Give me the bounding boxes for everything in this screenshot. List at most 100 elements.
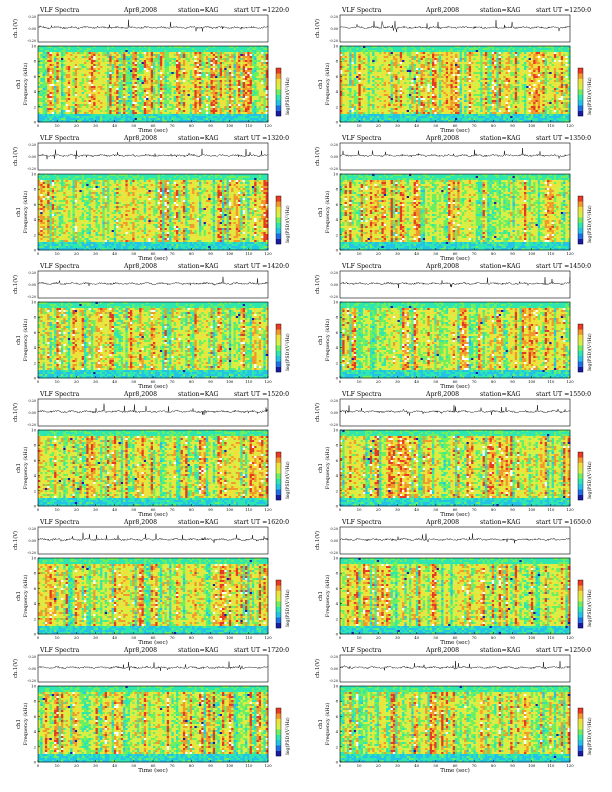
trace-waveform (37, 661, 269, 671)
x-tick-label: 20 (376, 251, 381, 256)
chart-start-ut: start UT =1220:0 (234, 7, 289, 14)
x-tick-label: 0 (339, 379, 342, 384)
x-tick-label: 70 (170, 251, 175, 256)
x-tick-label: 30 (93, 763, 98, 768)
spectrogram-panel: VLF Spectra Apr8,2008 station=KAG start UT … (6, 388, 300, 518)
x-axis-label: Time (sec) (440, 127, 470, 134)
trace-frame (37, 14, 269, 43)
chart-station: station=KAG (178, 263, 219, 270)
y-tick-label: 2 (336, 360, 339, 365)
channel-tag: ch1 (318, 591, 324, 601)
x-tick-label: 0 (37, 635, 40, 640)
freq-ylabel: Frequency (kHz) (324, 447, 331, 490)
x-axis-label: Time (sec) (138, 127, 168, 134)
channel-tag: ch1 (318, 463, 324, 473)
x-tick-label: 60 (151, 379, 156, 384)
x-tick-label: 20 (74, 123, 79, 128)
channel-tag: ch1 (318, 335, 324, 345)
spectrogram-cells (38, 558, 269, 635)
spectrogram-figure: VLF Spectra Apr8,2008 station=KAG start UT … (314, 263, 593, 390)
colorbar-label: log(PSD)(V²/Hz) (586, 461, 593, 499)
x-tick-label: 110 (245, 251, 253, 256)
spectrogram-cells (340, 46, 571, 123)
chart-date: Apr8,2008 (123, 391, 157, 398)
x-tick-label: 70 (170, 507, 175, 512)
x-tick-label: 30 (395, 763, 400, 768)
trace-waveform (37, 19, 269, 32)
x-tick-label: 80 (189, 635, 194, 640)
spectrogram-figure: VLF Spectra Apr8,2008 station=KAG start UT … (12, 7, 291, 134)
chart-date: Apr8,2008 (123, 647, 157, 654)
colorbar (275, 451, 282, 501)
trace-ylabel: ch.1(V) (314, 403, 321, 422)
y-tick-label: 10 (31, 44, 36, 49)
y-tick-label: 8 (336, 187, 339, 192)
y-tick-label: 8 (34, 315, 37, 320)
x-tick-label: 80 (491, 507, 496, 512)
x-tick-label: 30 (395, 379, 400, 384)
y-tick-label: 0 (336, 760, 339, 765)
chart-title: VLF Spectra (39, 263, 80, 270)
x-tick-label: 120 (264, 379, 272, 384)
spectrogram-figure: VLF Spectra Apr8,2008 station=KAG start UT … (314, 647, 593, 774)
x-tick-label: 60 (151, 507, 156, 512)
freq-ylabel: Frequency (kHz) (22, 703, 29, 746)
y-tick-label: 10 (333, 300, 338, 305)
colorbar-label: log(PSD)(V²/Hz) (284, 333, 291, 371)
trace-ylabel: ch.1(V) (12, 147, 19, 166)
trace-tick-label: -0.20 (27, 295, 36, 299)
channel-tag: ch1 (16, 335, 22, 345)
x-tick-label: 80 (189, 379, 194, 384)
trace-waveform (37, 276, 269, 287)
x-tick-label: 10 (357, 763, 362, 768)
trace-tick-label: 0.20 (330, 399, 338, 403)
channel-tag: ch1 (16, 207, 22, 217)
x-tick-label: 40 (112, 123, 117, 128)
spectrogram-panel: VLF Spectra Apr8,2008 station=KAG start UT … (308, 132, 602, 262)
x-tick-label: 20 (74, 251, 79, 256)
x-tick-label: 110 (245, 507, 253, 512)
colorbar (577, 707, 584, 757)
spectrogram-cells (38, 430, 269, 507)
y-tick-label: 4 (336, 217, 339, 222)
x-tick-label: 50 (433, 763, 438, 768)
chart-title: VLF Spectra (341, 647, 382, 654)
x-axis-label: Time (sec) (440, 639, 470, 646)
y-tick-label: 2 (336, 232, 339, 237)
trace-tick-label: 0.20 (28, 527, 36, 531)
colorbar (577, 579, 584, 629)
trace-tick-label: 0.20 (28, 399, 36, 403)
chart-station: station=KAG (178, 647, 219, 654)
x-tick-label: 50 (131, 635, 136, 640)
y-tick-label: 6 (336, 586, 339, 591)
trace-tick-label: -0.20 (27, 551, 36, 555)
x-tick-label: 120 (264, 507, 272, 512)
trace-ylabel: ch.1(V) (12, 659, 19, 678)
x-tick-label: 20 (74, 379, 79, 384)
spectrogram-panel: VLF Spectra Apr8,2008 station=KAG start UT … (308, 644, 602, 774)
x-tick-label: 100 (528, 635, 536, 640)
x-tick-label: 10 (55, 635, 60, 640)
x-tick-label: 40 (414, 507, 419, 512)
spectrogram-cells (340, 174, 571, 251)
x-tick-label: 40 (414, 123, 419, 128)
spectrogram-cells (38, 46, 269, 123)
y-tick-label: 6 (336, 74, 339, 79)
spectrogram-figure: VLF Spectra Apr8,2008 station=KAG start UT … (12, 263, 291, 390)
x-tick-label: 0 (339, 763, 342, 768)
x-tick-label: 70 (170, 635, 175, 640)
x-axis-label: Time (sec) (138, 639, 168, 646)
y-tick-label: 8 (336, 315, 339, 320)
x-tick-label: 40 (414, 251, 419, 256)
x-tick-label: 50 (131, 379, 136, 384)
spectrogram-figure: VLF Spectra Apr8,2008 station=KAG start UT … (314, 135, 593, 262)
trace-tick-label: -0.20 (27, 679, 36, 683)
x-tick-label: 10 (55, 763, 60, 768)
freq-ylabel: Frequency (kHz) (22, 447, 29, 490)
x-tick-label: 50 (433, 379, 438, 384)
chart-start-ut: start UT =1650:0 (536, 519, 591, 526)
chart-start-ut: start UT =1420:0 (234, 263, 289, 270)
colorbar-label: log(PSD)(V²/Hz) (586, 589, 593, 627)
trace-tick-label: 0.20 (330, 271, 338, 275)
colorbar-label: log(PSD)(V²/Hz) (586, 333, 593, 371)
